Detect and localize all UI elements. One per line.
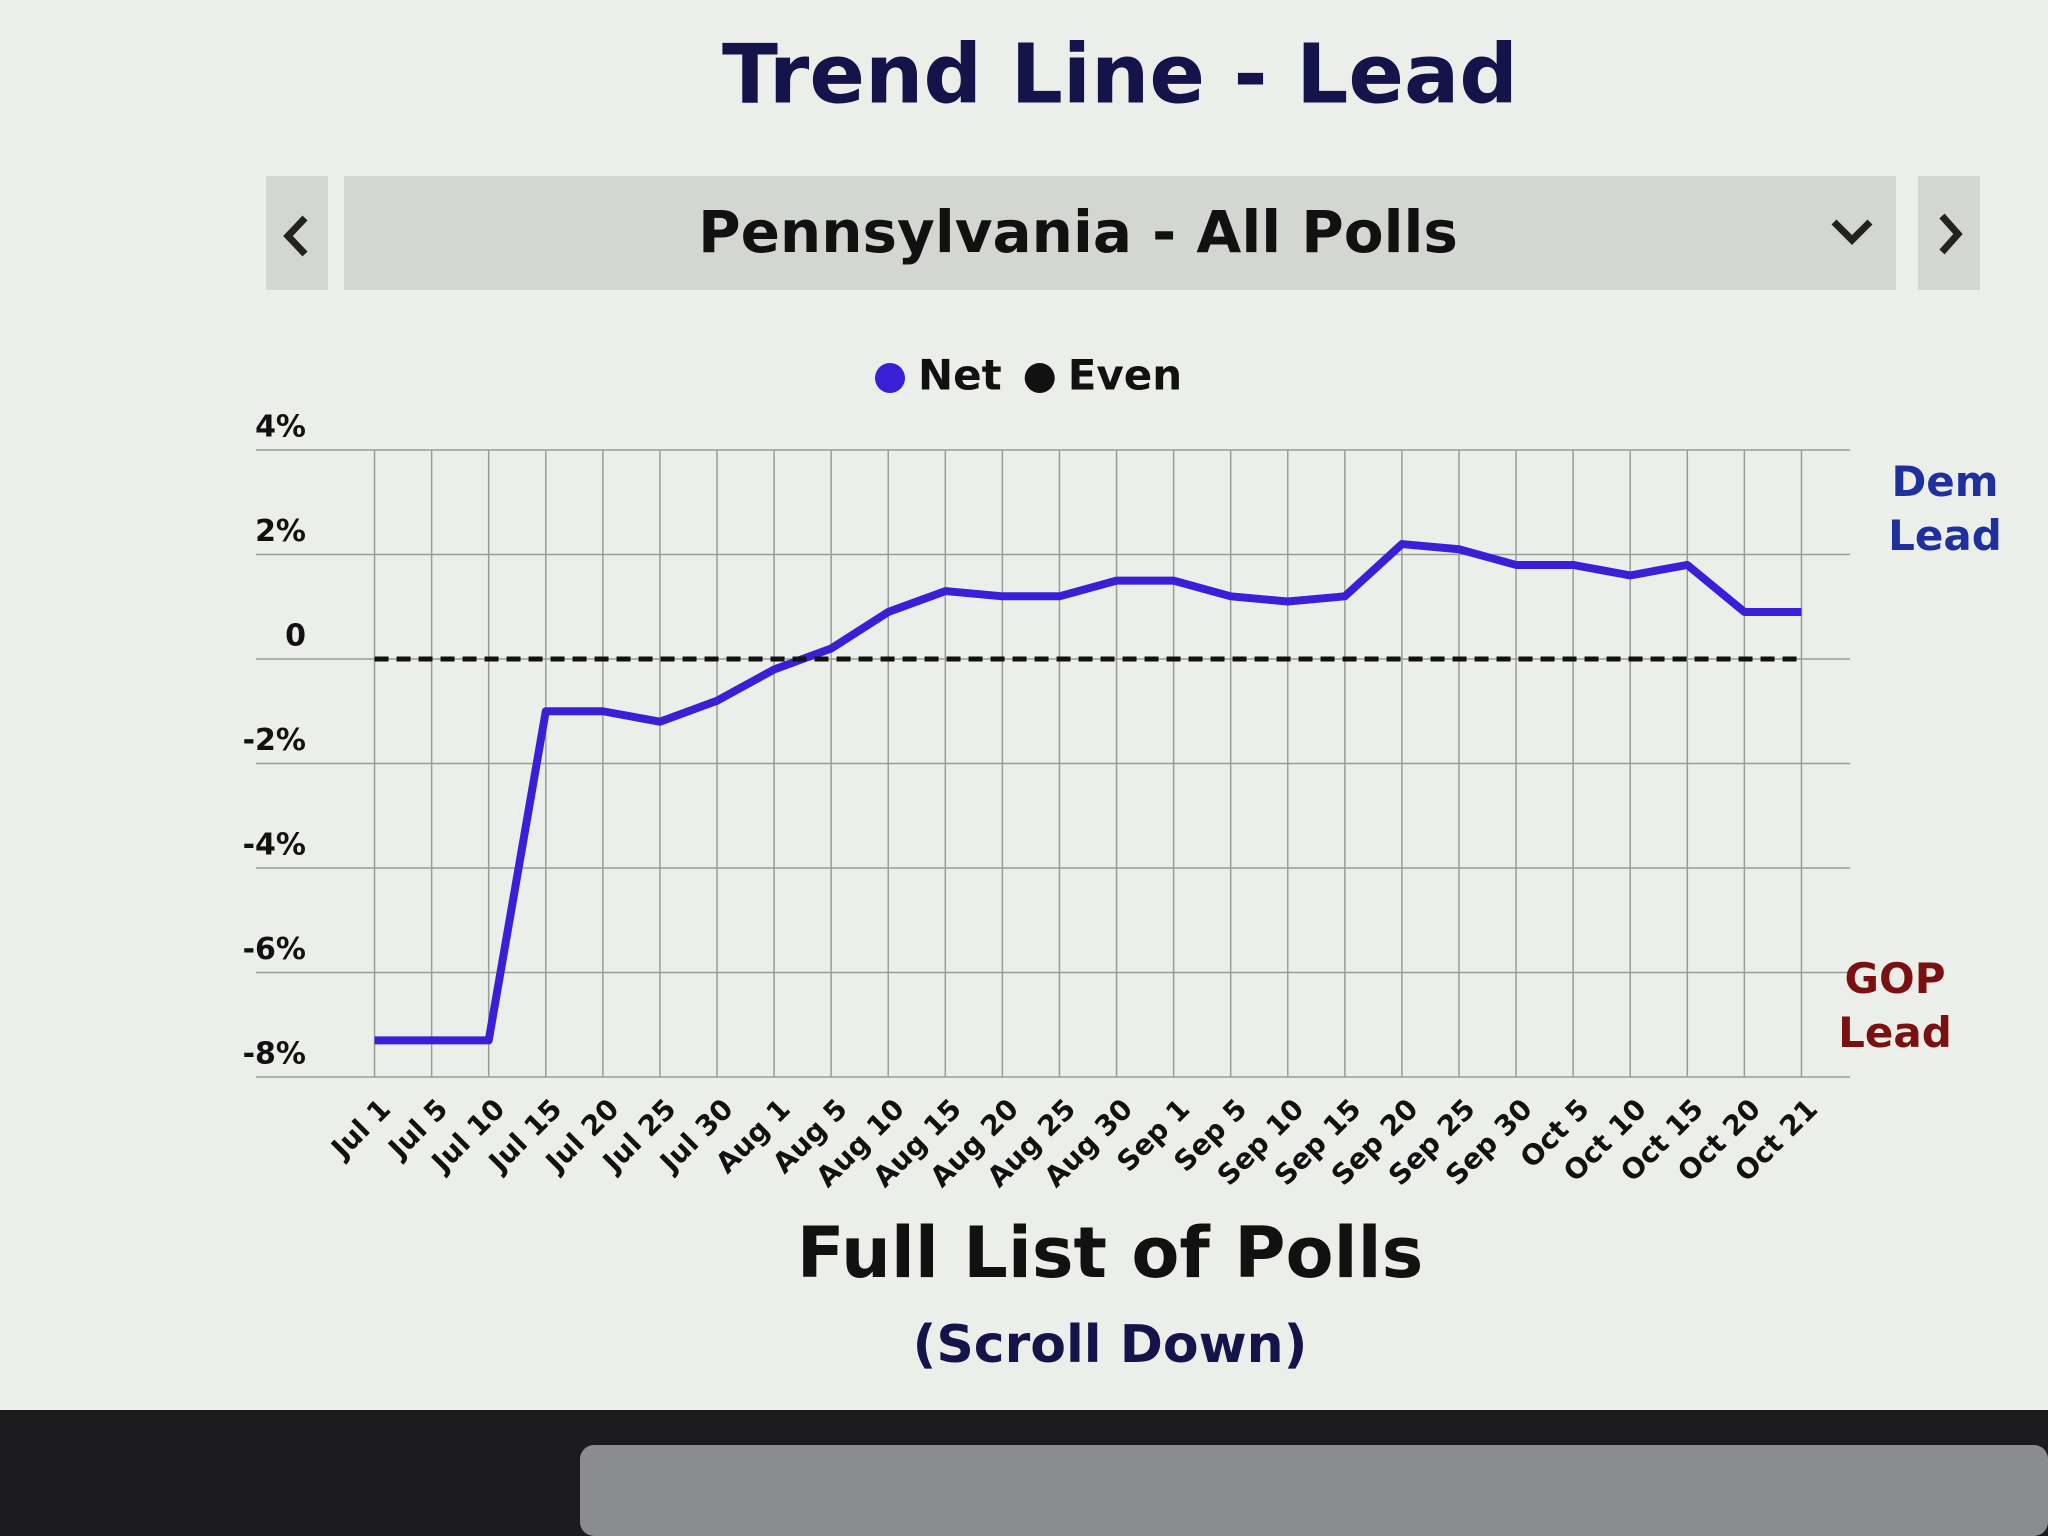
dem-annotation: Dem Lead [1888, 457, 2002, 560]
footer-subtitle: (Scroll Down) [913, 1315, 1308, 1375]
legend-label: Net [918, 351, 1002, 400]
dropdown[interactable] [344, 176, 1896, 290]
dock [580, 1445, 2048, 1536]
chart-title: Trend Line - Lead [722, 27, 1518, 122]
prev-button[interactable] [266, 176, 328, 290]
next-icon [1939, 213, 1963, 255]
y-tick-label: -2% [243, 723, 306, 758]
y-tick-label: -8% [243, 1037, 306, 1072]
y-tick-label: -4% [243, 828, 306, 863]
gop-annotation: GOP Lead [1838, 954, 1952, 1057]
prev-icon [283, 215, 308, 257]
series-line [374, 540, 1802, 1045]
legend-marker [1024, 363, 1055, 393]
y-tick-label: 4% [255, 410, 306, 445]
y-tick-label: 0 [285, 619, 306, 654]
y-tick-label: 2% [255, 514, 306, 549]
footer-title: Full List of Polls [797, 1212, 1424, 1294]
y-tick-label: -6% [243, 932, 306, 967]
legend-label: Even [1068, 351, 1182, 400]
next-button[interactable] [1918, 176, 1980, 290]
legend-marker [875, 363, 905, 393]
dropdown-icon [1831, 219, 1873, 245]
dropdown-label: Pennsylvania - All Polls [698, 198, 1458, 266]
